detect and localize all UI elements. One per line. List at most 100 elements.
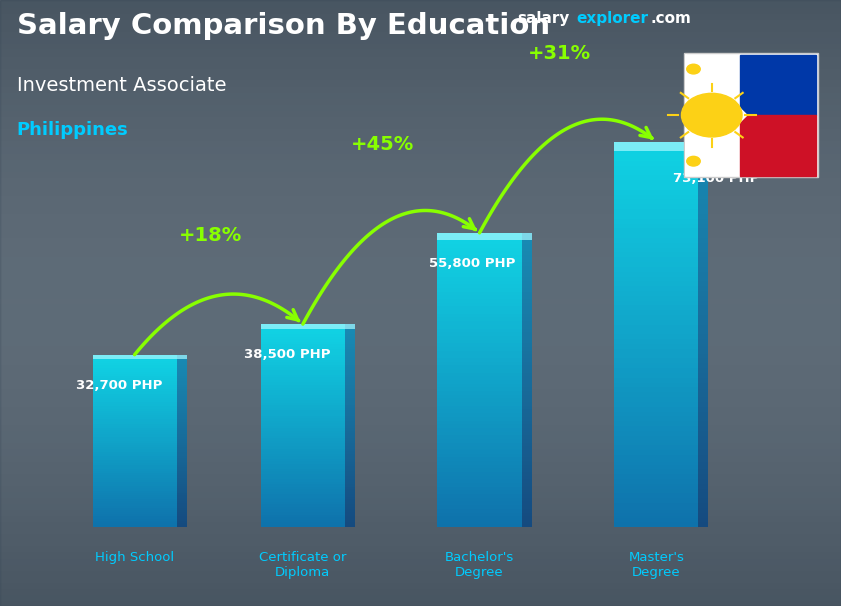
Bar	[438, 336, 522, 339]
Bar	[261, 479, 345, 482]
Bar	[177, 510, 187, 512]
Bar	[615, 479, 699, 484]
Bar	[438, 468, 522, 472]
Bar	[345, 329, 355, 331]
Bar	[177, 512, 187, 514]
Bar	[522, 509, 532, 513]
Bar	[0, 291, 842, 297]
Bar	[93, 478, 177, 480]
Bar	[0, 273, 842, 279]
Bar	[438, 262, 522, 266]
Bar	[261, 401, 345, 403]
Bar	[0, 333, 842, 339]
Bar	[177, 514, 187, 516]
Bar	[93, 488, 177, 491]
Bar	[699, 364, 708, 368]
Bar	[699, 142, 708, 147]
Bar	[177, 456, 187, 458]
Bar	[615, 335, 699, 339]
Bar	[261, 512, 345, 514]
Bar	[345, 378, 355, 380]
Bar	[438, 398, 522, 402]
Bar	[177, 435, 187, 437]
Bar	[0, 321, 842, 327]
Bar	[0, 30, 842, 36]
Text: Investment Associate: Investment Associate	[17, 76, 226, 95]
Bar	[177, 372, 187, 374]
Bar	[93, 385, 177, 387]
Bar	[615, 474, 699, 479]
Bar	[522, 450, 532, 454]
Bar	[0, 461, 842, 467]
Bar	[93, 523, 177, 525]
Bar	[438, 395, 522, 398]
Bar	[93, 430, 177, 432]
Bar	[615, 233, 699, 238]
Bar	[345, 517, 355, 519]
Bar	[699, 161, 708, 165]
Bar	[699, 180, 708, 185]
Bar	[699, 465, 708, 470]
Bar	[261, 393, 345, 395]
Bar	[699, 488, 708, 493]
Bar	[0, 67, 842, 73]
Bar	[615, 465, 699, 470]
Bar	[522, 358, 532, 362]
Bar	[345, 510, 355, 512]
Bar	[93, 418, 177, 419]
Bar	[699, 315, 708, 320]
Bar	[0, 224, 842, 230]
Bar	[522, 262, 532, 266]
Bar	[615, 513, 699, 518]
Bar	[522, 251, 532, 255]
Bar	[438, 295, 522, 299]
Bar	[0, 376, 842, 382]
Bar	[345, 479, 355, 482]
Bar	[438, 516, 522, 520]
Bar	[177, 428, 187, 430]
Bar	[522, 307, 532, 310]
Bar	[0, 448, 842, 454]
Bar	[0, 309, 842, 315]
Bar	[0, 570, 842, 576]
Bar	[261, 370, 345, 372]
Bar	[345, 474, 355, 476]
Bar	[438, 248, 522, 251]
Bar	[177, 418, 187, 419]
FancyBboxPatch shape	[684, 53, 818, 177]
Bar	[0, 364, 842, 370]
Text: .com: .com	[650, 11, 691, 26]
Bar	[93, 461, 177, 462]
Bar	[261, 510, 345, 512]
Bar	[438, 299, 522, 303]
Bar	[261, 453, 345, 456]
Bar	[0, 242, 842, 248]
Bar	[438, 391, 522, 395]
Bar	[438, 291, 522, 295]
Bar	[0, 315, 842, 321]
Bar	[93, 400, 177, 402]
Bar	[93, 491, 177, 493]
Bar	[0, 467, 842, 473]
Bar	[177, 437, 187, 439]
Bar	[438, 233, 522, 236]
Bar	[615, 156, 699, 161]
Bar	[177, 400, 187, 402]
Bar	[261, 476, 345, 479]
Bar	[522, 494, 532, 498]
Bar	[261, 375, 345, 378]
Bar	[93, 381, 177, 383]
Bar	[177, 508, 187, 510]
Bar	[93, 428, 177, 430]
Bar	[93, 462, 177, 465]
Bar	[261, 339, 345, 342]
Bar	[177, 488, 187, 491]
Bar	[438, 376, 522, 380]
Bar	[345, 342, 355, 344]
Bar	[699, 508, 708, 513]
Bar	[177, 505, 187, 508]
Bar	[438, 435, 522, 439]
Bar	[615, 190, 699, 195]
Bar	[699, 190, 708, 195]
Bar	[177, 430, 187, 432]
